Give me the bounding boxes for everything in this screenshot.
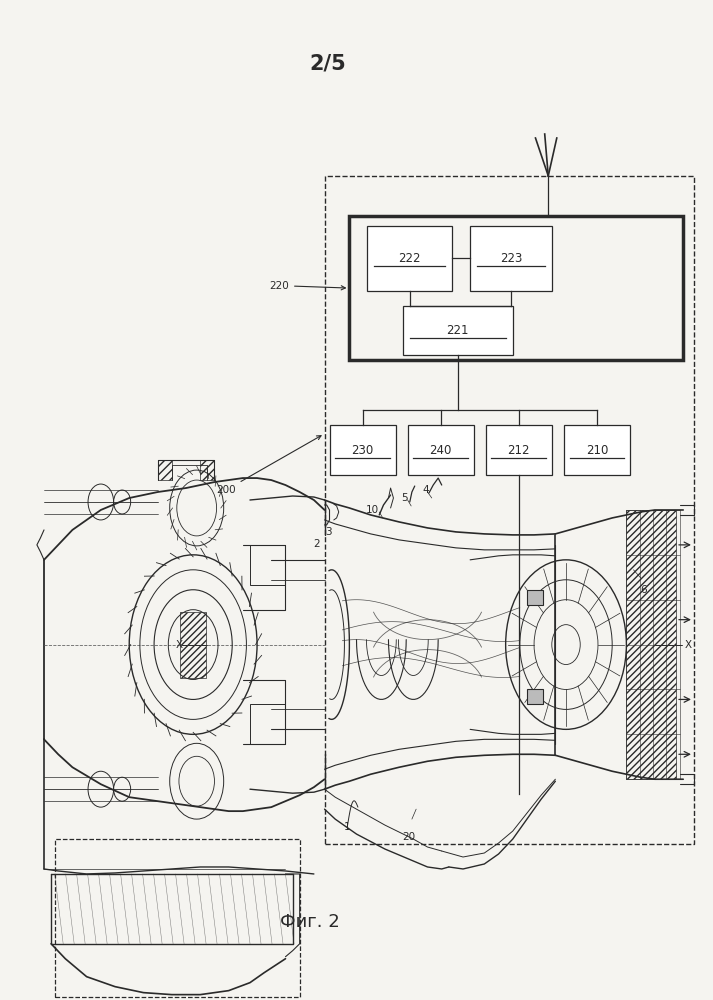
Bar	[367, 226, 452, 291]
Text: X: X	[684, 640, 692, 650]
Bar	[627, 510, 676, 779]
Text: 222: 222	[399, 252, 421, 265]
Text: 230: 230	[352, 444, 374, 457]
Bar	[324, 176, 694, 844]
Text: 220: 220	[270, 281, 345, 291]
Bar	[55, 839, 299, 997]
Bar	[349, 216, 683, 360]
Text: 221: 221	[446, 324, 469, 337]
Bar	[527, 689, 543, 704]
Text: 4: 4	[423, 485, 429, 495]
Text: 20: 20	[403, 832, 416, 842]
Text: Фиг. 2: Фиг. 2	[280, 913, 340, 931]
Text: 210: 210	[585, 444, 608, 457]
Bar	[250, 704, 285, 744]
Bar	[408, 425, 473, 475]
Text: 212: 212	[508, 444, 530, 457]
Text: 2/5: 2/5	[309, 53, 347, 73]
Bar	[180, 612, 206, 678]
Bar	[470, 226, 552, 291]
Bar	[486, 425, 552, 475]
Text: X: X	[175, 640, 183, 650]
Text: 10: 10	[366, 505, 379, 515]
Bar	[250, 545, 285, 585]
Text: 6: 6	[640, 585, 647, 595]
Text: 5: 5	[401, 493, 408, 503]
Text: 2: 2	[314, 539, 320, 549]
Text: 3: 3	[325, 527, 332, 537]
Bar	[527, 590, 543, 605]
Bar	[564, 425, 630, 475]
Bar	[403, 306, 513, 355]
Text: 200: 200	[216, 436, 321, 495]
Text: 240: 240	[429, 444, 452, 457]
Text: 1: 1	[344, 822, 351, 832]
Bar	[329, 425, 396, 475]
Text: 223: 223	[500, 252, 522, 265]
